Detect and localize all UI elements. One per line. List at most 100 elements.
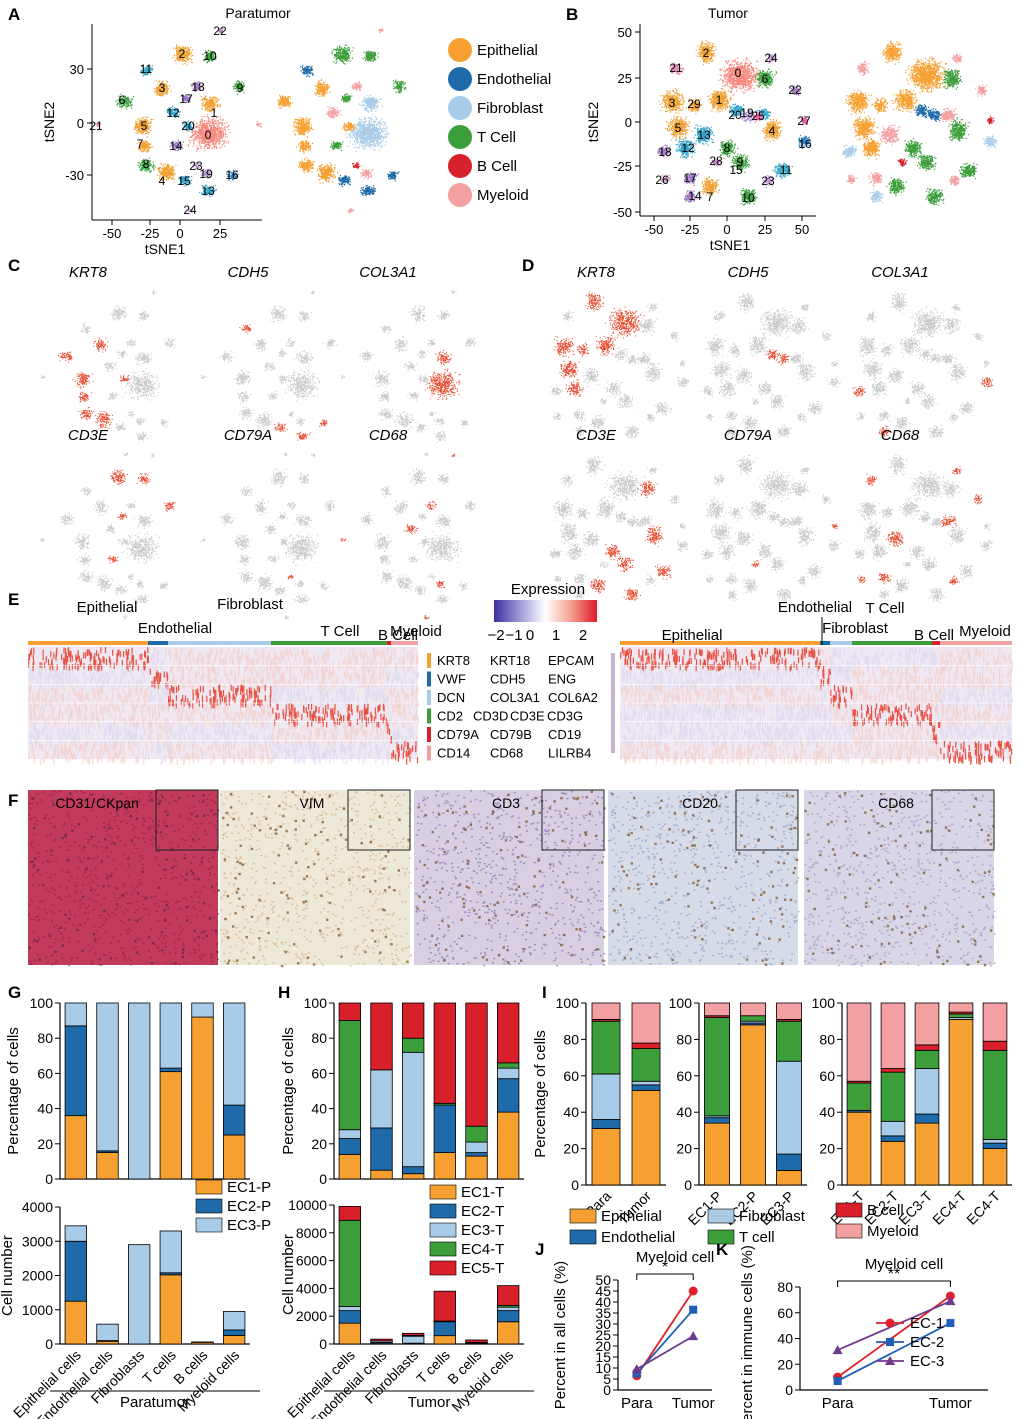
feature-plot-cd3e	[40, 453, 176, 620]
panel-label-b: B	[566, 5, 578, 24]
bar-segment	[914, 1068, 940, 1115]
legend-label: EC-3	[910, 1353, 944, 1370]
bar-segment	[914, 1044, 940, 1051]
feature-title-cd68: CD68	[881, 427, 920, 444]
bar-segment	[159, 1230, 182, 1274]
heatmap-left-group-label: B Cell	[378, 627, 418, 644]
expression-legend-tick: 1	[552, 627, 560, 644]
cluster-label: 4	[159, 174, 166, 188]
bar-segment	[338, 1219, 362, 1307]
bar-segment	[982, 1002, 1008, 1042]
panel-b-ylabel: tSNE2	[585, 102, 601, 143]
bar-segment	[127, 1244, 151, 1345]
micrograph-5	[804, 789, 996, 967]
chart-g-top: 0 20 40 60 80 100 Percentage of cells	[5, 995, 250, 1187]
cluster-label: 12	[681, 141, 695, 155]
marker-gene: KRT8	[437, 653, 470, 668]
cluster-label: 14	[169, 139, 183, 153]
heatmap-group-bar	[391, 641, 418, 645]
bar-segment	[338, 1129, 362, 1139]
bar-segment	[948, 1002, 974, 1013]
bar-segment	[96, 1002, 119, 1152]
stain-label: CKpan	[96, 795, 139, 811]
legend-label: EC5-T	[461, 1260, 504, 1277]
panel-a-ytick: -30	[65, 168, 84, 183]
marker-gene: COL3A1	[490, 690, 540, 705]
bar-segment	[982, 1040, 1008, 1051]
bar-segment	[222, 1335, 246, 1345]
bar-segment	[222, 1329, 246, 1336]
bar-segment	[496, 1306, 520, 1312]
bar-segment	[591, 1128, 621, 1186]
legend-swatch	[569, 1229, 597, 1245]
cluster-label: 21	[669, 61, 683, 75]
legend-swatch	[835, 1223, 863, 1239]
legend-label: EC3-T	[461, 1222, 504, 1239]
panel-c: KRT8 CDH5 COL3A1 CD3E CD79A CD68	[40, 264, 477, 620]
panel-b-xlabel: tSNE1	[710, 237, 751, 253]
y-tick-label: 15	[595, 1349, 611, 1365]
inset-frame	[931, 789, 995, 851]
cluster-label: 7	[137, 137, 144, 151]
significance-mark: **	[888, 1266, 900, 1283]
legend-label: EC3-P	[227, 1217, 271, 1234]
legend-label: EC2-P	[227, 1198, 271, 1215]
y-tick-label: 20	[819, 1141, 835, 1157]
bar-segment	[776, 1060, 803, 1155]
feature-plot-cd79a	[700, 454, 841, 602]
legend-swatch	[429, 1222, 457, 1238]
bar-segment	[631, 1089, 661, 1186]
bar-segment	[631, 1042, 661, 1049]
cluster-label: 9	[237, 81, 244, 95]
cluster-label: 10	[741, 191, 755, 205]
cluster-label: 19	[740, 106, 754, 120]
stain-label: CD68	[878, 795, 914, 811]
panel-a-xlabel: tSNE1	[145, 241, 186, 257]
y-tick-label: 20	[777, 1356, 793, 1372]
panel-b-ytick: 0	[625, 115, 632, 130]
y-tick-label: 80	[819, 1031, 835, 1047]
y-axis-label: Percentage of cells	[532, 1030, 549, 1158]
heatmap-group-bar	[387, 641, 391, 645]
cluster-label: 11	[780, 163, 793, 177]
bar-segment	[496, 1067, 520, 1080]
y-axis-label: Percentage of cells	[5, 1027, 22, 1155]
bar-segment	[631, 1084, 661, 1091]
heatmap-tumor	[620, 641, 1013, 766]
panel-a-title: Paratumor	[225, 5, 291, 21]
cluster-label: 18	[191, 80, 205, 94]
panel-b-xtick: -50	[645, 222, 664, 237]
bar-segment	[465, 1155, 488, 1180]
y-tick-label: 50	[595, 1272, 611, 1288]
marker-gene: CD79B	[490, 727, 532, 742]
celltype-legend: Epithelial Endothelial Fibroblast T Cell B C…	[448, 38, 551, 207]
heatmap-paratumor	[28, 641, 420, 766]
bar-segment	[465, 1002, 488, 1127]
bar-segment	[433, 1335, 457, 1345]
marker-gene: LILRB4	[548, 746, 591, 761]
y-tick-label: 8000	[296, 1225, 327, 1241]
marker-row-color	[427, 708, 431, 724]
marker-gene: ENG	[548, 672, 576, 687]
marker-gene: CD3G	[547, 709, 583, 724]
heatmap-group-bar	[830, 641, 852, 645]
bar-segment	[631, 1002, 661, 1044]
bar-segment	[914, 1049, 940, 1069]
marker-gene: CD3E	[510, 709, 545, 724]
cluster-label: 2	[703, 46, 710, 60]
y-tick-label: 5	[603, 1371, 611, 1387]
cluster-label: 7	[707, 190, 714, 204]
heatmap-group-bar	[820, 641, 830, 645]
bar-segment	[96, 1152, 119, 1180]
cluster-label: 6	[119, 93, 126, 107]
bar-segment	[401, 1051, 425, 1168]
feature-plot-cd3e	[549, 456, 689, 602]
data-point	[689, 1305, 698, 1314]
feature-plot-cdh5	[200, 290, 338, 457]
bar-segment	[880, 1071, 906, 1122]
legend-dot-myeloid	[448, 183, 472, 207]
